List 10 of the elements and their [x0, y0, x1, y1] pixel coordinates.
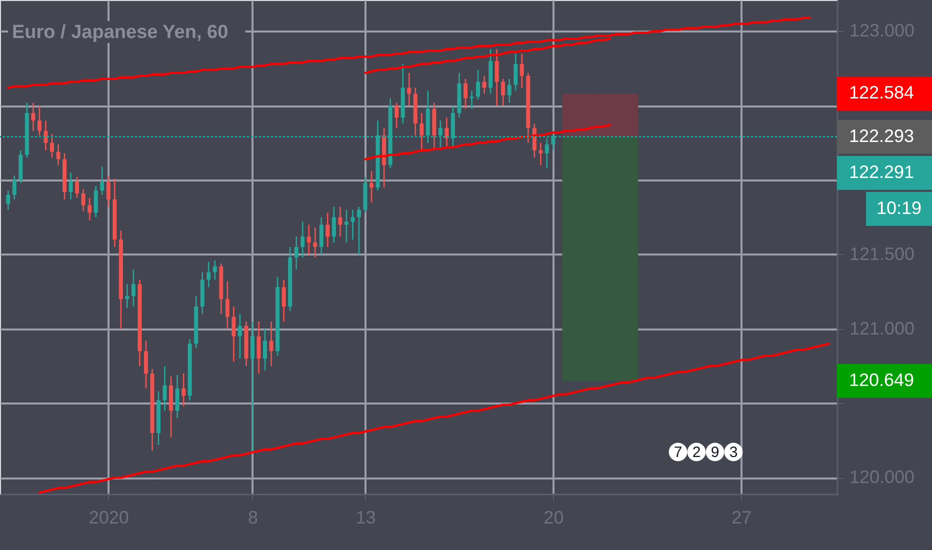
text: 120.649 — [849, 370, 914, 390]
text: 10:19 — [876, 198, 922, 218]
annotation: 7 — [674, 444, 682, 461]
annotation: 3 — [729, 444, 738, 461]
text: 122.584 — [849, 82, 914, 103]
annotation: 9 — [710, 444, 720, 461]
text: Euro / Japanese Yen, 60 — [12, 22, 228, 43]
annotation: 2 — [692, 444, 701, 461]
text: 122.293 — [849, 126, 914, 146]
ref-line-label: 122.291 — [849, 162, 914, 182]
